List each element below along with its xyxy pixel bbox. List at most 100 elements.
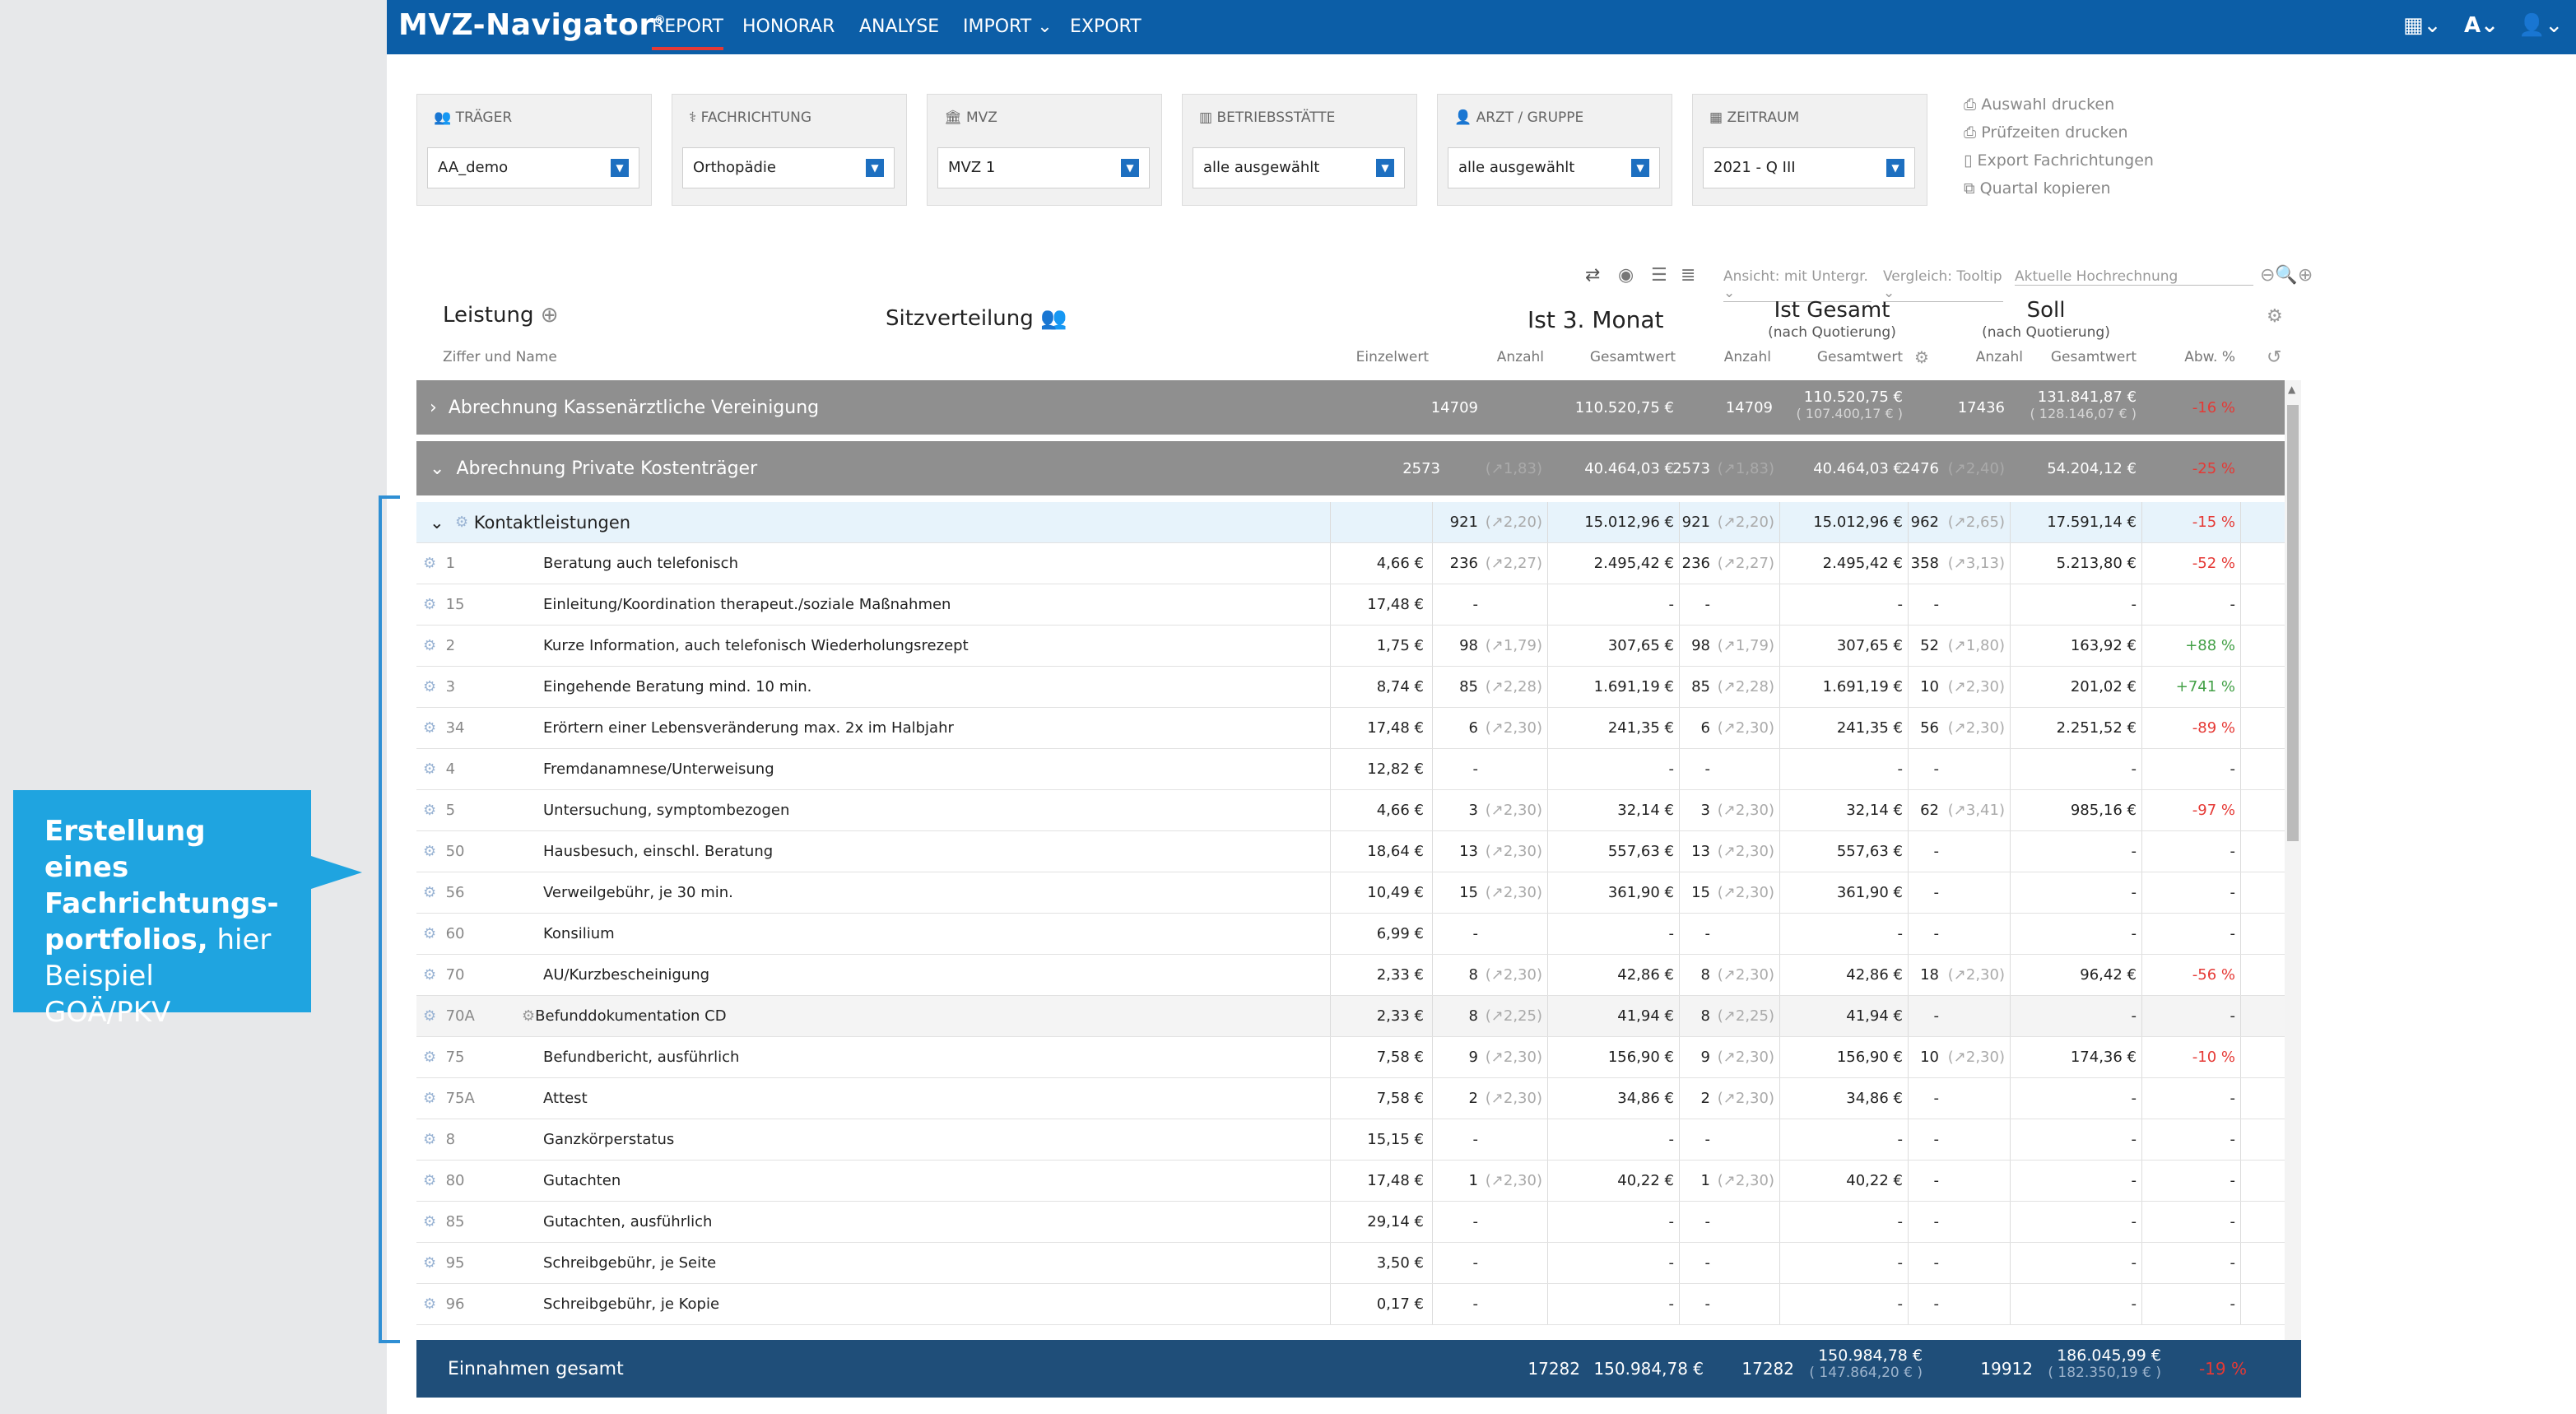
view-select[interactable]: Ansicht: mit Untergr. ⌄ bbox=[1723, 268, 1872, 302]
gear-icon[interactable]: ⚙ bbox=[423, 760, 437, 778]
nav-export[interactable]: EXPORT bbox=[1070, 16, 1142, 37]
column-settings-icon[interactable]: ⚙ bbox=[1914, 347, 1929, 367]
zoom-icons[interactable]: ⊖🔍⊕ bbox=[2260, 265, 2313, 286]
action-export-specialties[interactable]: ▯ Export Fachrichtungen bbox=[1964, 151, 2154, 170]
table-row[interactable]: ⚙ 4 Fremdanamnese/Unterweisung 12,82 € - - - -… bbox=[416, 749, 2285, 790]
dropdown-arrow-icon[interactable]: ▼ bbox=[1376, 159, 1394, 177]
table-row[interactable]: ⚙ 85 Gutachten, ausführlich 29,14 € - - - - - - - bbox=[416, 1202, 2285, 1243]
gear-icon[interactable]: ⚙ bbox=[423, 884, 437, 901]
subgroup-label[interactable]: ⌄ ⚙ Kontaktleistungen bbox=[430, 512, 631, 533]
comparison-select[interactable]: Vergleich: Tooltip ⌄ bbox=[1883, 268, 2003, 302]
list-icon[interactable]: ≣ bbox=[1681, 265, 1696, 286]
table-row[interactable]: ⚙ 15 Einleitung/Koordination therapeut./s… bbox=[416, 584, 2285, 626]
chevron-down-icon[interactable]: ⌄ bbox=[430, 512, 444, 533]
filter-select[interactable]: alle ausgewählt ▼ bbox=[1448, 147, 1660, 188]
table-row[interactable]: ⚙ 5 Untersuchung, symptombezogen 4,66 € 3 (↗… bbox=[416, 790, 2285, 831]
table-row[interactable]: ⚙ 8 Ganzkörperstatus 15,15 € - - - - - - - bbox=[416, 1119, 2285, 1161]
gear-icon[interactable]: ⚙ bbox=[423, 1172, 437, 1189]
col-anzahl-2[interactable]: Anzahl bbox=[1723, 349, 1771, 365]
nav-report[interactable]: REPORT bbox=[652, 16, 723, 50]
col-abweichung[interactable]: Abw. % bbox=[2184, 349, 2235, 365]
projection-select[interactable]: Aktuelle Hochrechnung bbox=[2015, 268, 2253, 286]
table-row[interactable]: ⚙ 70A ⚙ Befunddokumentation CD 2,33 € 8 (↗2,2… bbox=[416, 996, 2285, 1037]
group-label[interactable]: › Abrechnung Kassenärztliche Vereinigung bbox=[430, 397, 820, 418]
table-view-icon[interactable]: ▦⌄ bbox=[2403, 13, 2442, 38]
gear-icon[interactable]: ⚙ bbox=[423, 1090, 437, 1107]
col-anzahl-3[interactable]: Anzahl bbox=[1975, 349, 2023, 365]
eye-icon[interactable]: ◉ bbox=[1618, 265, 1634, 286]
gear-icon[interactable]: ⚙ bbox=[423, 1213, 437, 1230]
gear-icon[interactable]: ⚙ bbox=[423, 925, 437, 942]
group-label[interactable]: ⌄ Abrechnung Private Kostenträger bbox=[430, 458, 758, 479]
gear-icon[interactable]: ⚙ bbox=[423, 1007, 437, 1025]
subgroup-kontaktleistungen[interactable]: ⌄ ⚙ Kontaktleistungen 921 (↗2,20) 15.012,96… bbox=[416, 502, 2285, 543]
gear-icon[interactable]: ⚙ bbox=[423, 596, 437, 613]
table-row[interactable]: ⚙ 95 Schreibgebühr, je Seite 3,50 € - - - - - - - bbox=[416, 1243, 2285, 1284]
swap-icon[interactable]: ⇄ bbox=[1585, 265, 1601, 286]
table-row[interactable]: ⚙ 80 Gutachten 17,48 € 1 (↗2,30) 40,22 € 1 (↗2,… bbox=[416, 1161, 2285, 1202]
table-row[interactable]: ⚙ 1 Beratung auch telefonisch 4,66 € 236 (↗2… bbox=[416, 543, 2285, 584]
table-row[interactable]: ⚙ 75 Befundbericht, ausführlich 7,58 € 9 (↗2… bbox=[416, 1037, 2285, 1078]
table-row[interactable]: ⚙ 96 Schreibgebühr, je Kopie 0,17 € - - - - - - - bbox=[416, 1284, 2285, 1325]
filter-select[interactable]: Orthopädie ▼ bbox=[682, 147, 895, 188]
gear-icon[interactable]: ⚙ bbox=[522, 1007, 536, 1025]
header-sitzverteilung[interactable]: Sitzverteilung 👥 bbox=[886, 306, 1067, 331]
filter-select[interactable]: AA_demo ▼ bbox=[427, 147, 639, 188]
dropdown-arrow-icon[interactable]: ▼ bbox=[1886, 159, 1904, 177]
col-einzelwert[interactable]: Einzelwert bbox=[1355, 349, 1429, 365]
gear-icon[interactable]: ⚙ bbox=[423, 637, 437, 654]
nav-analyse[interactable]: ANALYSE bbox=[859, 16, 940, 37]
header-leistung[interactable]: Leistung ⊕ bbox=[443, 303, 559, 328]
chevron-icon[interactable]: ⌄ bbox=[430, 458, 445, 479]
gear-icon[interactable]: ⚙ bbox=[423, 678, 437, 695]
add-circle-icon[interactable]: ⊕ bbox=[540, 303, 559, 328]
table-row[interactable]: ⚙ 3 Eingehende Beratung mind. 10 min. 8,74… bbox=[416, 667, 2285, 708]
gear-icon[interactable]: ⚙ bbox=[423, 1254, 437, 1272]
dropdown-arrow-icon[interactable]: ▼ bbox=[866, 159, 884, 177]
table-row[interactable]: ⚙ 50 Hausbesuch, einschl. Beratung 18,64 €… bbox=[416, 831, 2285, 872]
app-logo[interactable]: MVZ-Navigator® bbox=[398, 8, 667, 42]
table-row[interactable]: ⚙ 56 Verweilgebühr, je 30 min. 10,49 € 15 (↗… bbox=[416, 872, 2285, 914]
gear-icon[interactable]: ⚙ bbox=[454, 514, 469, 531]
indent-icon[interactable]: ☰ bbox=[1651, 265, 1667, 286]
action-copy-quarter[interactable]: ⧉ Quartal kopieren bbox=[1964, 179, 2111, 198]
scrollbar-thumb[interactable] bbox=[2287, 405, 2299, 841]
col-gesamtwert-3[interactable]: Gesamtwert bbox=[2050, 349, 2137, 365]
reset-icon[interactable]: ↺ bbox=[2267, 347, 2282, 368]
col-anzahl-1[interactable]: Anzahl bbox=[1496, 349, 1544, 365]
gear-icon[interactable]: ⚙ bbox=[423, 1295, 437, 1313]
font-size-icon[interactable]: A⌄ bbox=[2464, 13, 2499, 38]
group-private[interactable]: ⌄ Abrechnung Private Kostenträger 2573 (↗1… bbox=[416, 441, 2285, 499]
row-einzelwert: 7,58 € bbox=[1376, 1090, 1424, 1107]
table-row[interactable]: ⚙ 2 Kurze Information, auch telefonisch W… bbox=[416, 626, 2285, 667]
gear-icon[interactable]: ⚙ bbox=[423, 1049, 437, 1066]
gear-icon[interactable]: ⚙ bbox=[423, 843, 437, 860]
settings-gear-icon[interactable]: ⚙ bbox=[2267, 306, 2283, 327]
gear-icon[interactable]: ⚙ bbox=[423, 966, 437, 984]
table-row[interactable]: ⚙ 70 AU/Kurzbescheinigung 2,33 € 8 (↗2,30) 42… bbox=[416, 955, 2285, 996]
col-gesamtwert-1[interactable]: Gesamtwert bbox=[1589, 349, 1676, 365]
gear-icon[interactable]: ⚙ bbox=[423, 719, 437, 737]
action-print-check-times[interactable]: ⎙ Prüfzeiten drucken bbox=[1964, 123, 2128, 142]
table-row[interactable]: ⚙ 34 Erörtern einer Lebensveränderung max… bbox=[416, 708, 2285, 749]
gear-icon[interactable]: ⚙ bbox=[423, 555, 437, 572]
filter-select[interactable]: alle ausgewählt ▼ bbox=[1193, 147, 1405, 188]
table-row[interactable]: ⚙ 60 Konsilium 6,99 € - - - - - - - bbox=[416, 914, 2285, 955]
action-print-selection[interactable]: ⎙ Auswahl drucken bbox=[1964, 95, 2115, 114]
filter-select[interactable]: MVZ 1 ▼ bbox=[937, 147, 1150, 188]
filter-select[interactable]: 2021 - Q III ▼ bbox=[1703, 147, 1915, 188]
nav-import[interactable]: IMPORT ⌄ bbox=[963, 16, 1053, 37]
table-scrollbar[interactable]: ▲ ▼ bbox=[2285, 380, 2301, 1356]
user-menu-icon[interactable]: 👤⌄ bbox=[2518, 13, 2564, 38]
dropdown-arrow-icon[interactable]: ▼ bbox=[1631, 159, 1649, 177]
dropdown-arrow-icon[interactable]: ▼ bbox=[1121, 159, 1139, 177]
nav-honorar[interactable]: HONORAR bbox=[742, 16, 835, 37]
group-kv[interactable]: › Abrechnung Kassenärztliche Vereinigung… bbox=[416, 380, 2285, 438]
dropdown-arrow-icon[interactable]: ▼ bbox=[611, 159, 629, 177]
chevron-icon[interactable]: › bbox=[430, 397, 437, 418]
scroll-up-icon[interactable]: ▲ bbox=[2288, 384, 2296, 395]
table-row[interactable]: ⚙ 75A Attest 7,58 € 2 (↗2,30) 34,86 € 2 (↗2,30)… bbox=[416, 1078, 2285, 1119]
gear-icon[interactable]: ⚙ bbox=[423, 802, 437, 819]
col-gesamtwert-2[interactable]: Gesamtwert bbox=[1816, 349, 1903, 365]
gear-icon[interactable]: ⚙ bbox=[423, 1131, 437, 1148]
